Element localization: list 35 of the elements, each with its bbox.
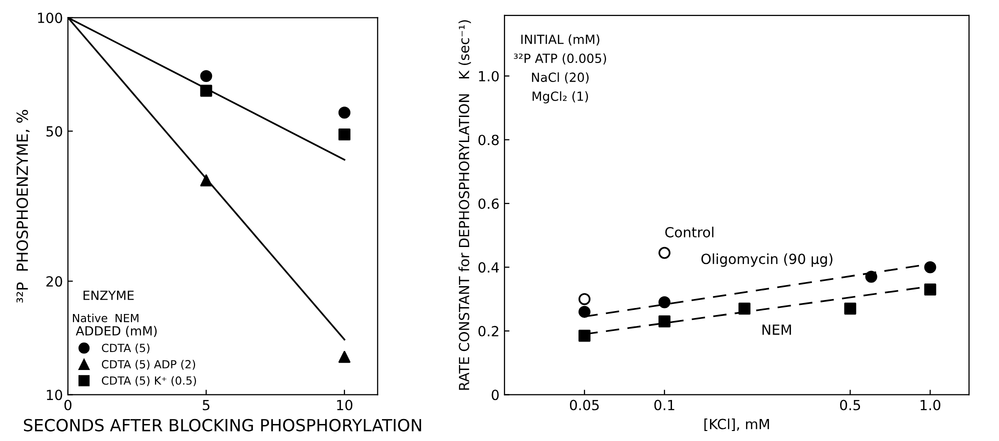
y-tick-label: 0.6 [478, 198, 499, 209]
y-tick-label: 0.4 [478, 262, 499, 273]
annotation: ENZYME [84, 290, 134, 300]
legend-title: ADDED (mM) [76, 326, 157, 338]
y-tick-label: 0.2 [478, 326, 498, 336]
annotation: Native [72, 314, 108, 322]
y-tick-label: 0.8 [478, 134, 499, 146]
legend-label: CDTA (5) ADP (2) [102, 360, 196, 370]
legend-label: CDTA (5) [102, 344, 150, 354]
text: Oligomycin (90 µg) [701, 253, 832, 267]
y-tick-label: 20 [46, 276, 62, 287]
annotation: MgCl₂ (1) [532, 91, 588, 104]
x-tick-label: 1.0 [920, 400, 940, 410]
x-tick-label: 5 [202, 400, 210, 410]
x-tick-label: 0.1 [654, 400, 674, 410]
x-tick-label: 0 [64, 400, 72, 410]
y-tick-label: 50 [46, 126, 62, 137]
legend-label: CDTA (5) K⁺ (0.5) [102, 376, 196, 386]
y-axis-title: ³²P PHOSPHOENZYME, % [16, 110, 30, 303]
x-tick-label: 10 [337, 400, 352, 410]
annotation: NEM [116, 314, 138, 322]
annotation: INITIAL (mM) [521, 34, 600, 46]
x-tick-label: 0.5 [840, 400, 860, 410]
series-label: NEM [762, 324, 791, 335]
x-axis-title: SECONDS AFTER BLOCKING PHOSPHORYLATION [24, 418, 422, 432]
y-tick-label: 1.0 [479, 70, 499, 82]
y-axis-title: RATE CONSTANT for DEPHOSPHORYLATION K (sec⁻¹) [458, 20, 471, 390]
y-tick-label: 100 [38, 12, 62, 24]
y-tick-label: 0 [492, 390, 499, 400]
y-tick-label: 10 [46, 390, 62, 400]
annotation: ³²P ATP (0.005) [514, 53, 606, 65]
series-label: Control [665, 226, 714, 238]
x-tick-label: 0.05 [570, 400, 599, 410]
x-axis-title: [KCl], mM [704, 418, 769, 431]
annotation: NaCl (20) [532, 72, 589, 84]
